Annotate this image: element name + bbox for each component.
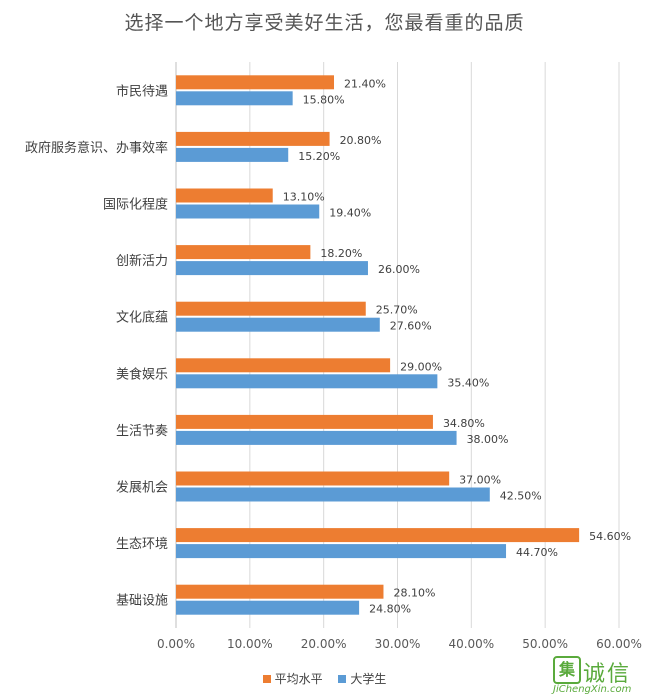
- data-label: 26.00%: [378, 263, 420, 276]
- data-label: 42.50%: [500, 490, 542, 503]
- category-label: 创新活力: [116, 253, 168, 269]
- category-label: 基础设施: [116, 594, 168, 609]
- data-label: 28.10%: [393, 587, 435, 600]
- x-tick-label: 20.00%: [301, 637, 347, 651]
- legend-item-average: 平均水平: [262, 670, 323, 687]
- bar-average: [176, 188, 273, 203]
- bar-students: [176, 204, 320, 219]
- bar-students: [176, 487, 490, 502]
- category-label: 市民待遇: [116, 83, 168, 99]
- bar-average: [176, 245, 311, 260]
- x-tick-label: 10.00%: [227, 637, 273, 651]
- legend-label-average: 平均水平: [274, 672, 323, 686]
- bar-average: [176, 414, 433, 429]
- watermark-logo-icon: 集: [553, 656, 581, 684]
- category-label: 美食娱乐: [116, 366, 168, 382]
- bar-students: [176, 91, 293, 106]
- bar-average: [176, 584, 384, 599]
- data-label: 35.40%: [447, 376, 489, 389]
- bar-students: [176, 374, 438, 389]
- category-label: 政府服务意识、办事效率: [25, 140, 168, 156]
- x-tick-label: 0.00%: [157, 637, 195, 651]
- data-label: 29.00%: [400, 360, 442, 373]
- chart-legend: 平均水平 大学生: [0, 670, 649, 687]
- site-watermark: 集 诚信 JiChengXin.com: [551, 652, 643, 698]
- data-label: 15.20%: [298, 150, 340, 163]
- bar-students: [176, 430, 457, 445]
- legend-item-students: 大学生: [338, 670, 386, 687]
- data-label: 21.40%: [344, 77, 386, 90]
- bar-students: [176, 147, 289, 162]
- bar-average: [176, 75, 335, 90]
- bar-average: [176, 358, 391, 373]
- category-label: 发展机会: [116, 480, 168, 496]
- x-tick-label: 30.00%: [375, 637, 421, 651]
- data-label: 18.20%: [320, 247, 362, 260]
- data-label: 54.60%: [589, 530, 631, 543]
- watermark-site-name: 诚信: [583, 662, 632, 687]
- category-label: 文化底蕴: [116, 310, 168, 326]
- bar-average: [176, 471, 450, 486]
- data-label: 44.70%: [516, 546, 558, 559]
- legend-label-students: 大学生: [350, 672, 387, 686]
- bar-students: [176, 261, 368, 276]
- category-label: 生态环境: [116, 537, 168, 552]
- data-label: 34.80%: [443, 417, 485, 430]
- data-label: 25.70%: [376, 304, 418, 317]
- x-tick-label: 40.00%: [448, 637, 494, 651]
- bar-average: [176, 131, 330, 146]
- x-tick-label: 60.00%: [596, 637, 642, 651]
- bar-students: [176, 317, 380, 332]
- data-label: 37.00%: [459, 474, 501, 487]
- data-label: 13.10%: [283, 191, 325, 204]
- bar-average: [176, 301, 366, 316]
- data-label: 20.80%: [340, 134, 382, 147]
- data-label: 27.60%: [390, 320, 432, 333]
- x-tick-label: 50.00%: [522, 637, 568, 651]
- bar-average: [176, 528, 580, 543]
- category-label: 国际化程度: [103, 197, 168, 213]
- data-label: 38.00%: [467, 433, 509, 446]
- legend-swatch-average: [262, 674, 271, 683]
- data-label: 24.80%: [369, 603, 411, 616]
- bar-students: [176, 600, 360, 615]
- watermark-site-url: JiChengXin.com: [553, 684, 632, 695]
- data-label: 15.80%: [303, 93, 345, 106]
- data-label: 19.40%: [329, 207, 371, 220]
- category-label: 生活节奏: [116, 424, 168, 439]
- chart-title: 选择一个地方享受美好生活，您最看重的品质: [124, 12, 525, 34]
- bar-students: [176, 544, 507, 559]
- legend-swatch-students: [338, 674, 347, 683]
